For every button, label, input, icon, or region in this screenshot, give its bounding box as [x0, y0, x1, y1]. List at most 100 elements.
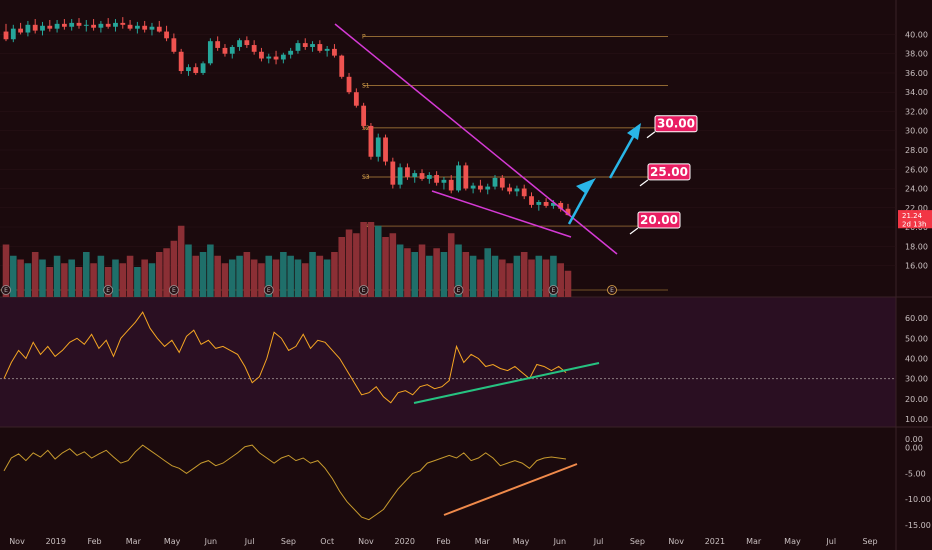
volume-bar: [316, 255, 324, 297]
oscillator-1-tick-label: 0.00: [905, 435, 923, 444]
price-tick-label: 24.00: [905, 185, 928, 194]
candle-body: [332, 48, 337, 56]
candle-body: [280, 54, 286, 60]
oscillator-2-trendline[interactable]: [443, 463, 578, 516]
volume-bar: [520, 252, 528, 297]
price-badge-label: 2d 13h: [902, 220, 926, 228]
oscillator-1-trendline[interactable]: [413, 362, 600, 404]
candle-body: [178, 51, 184, 72]
volume-bar: [528, 259, 535, 297]
oscillator-2-axis[interactable]: 0.00 -5.00 -10.00 -15.00: [905, 444, 931, 530]
volume-bar: [24, 263, 32, 297]
volume-bar: [46, 267, 54, 297]
oscillator-2-tick-label: -10.00: [905, 495, 931, 504]
volume-bar: [272, 259, 280, 297]
volume-bar: [564, 270, 572, 297]
candle-body: [171, 38, 177, 52]
oscillator-2-tick-label: 0.00: [905, 444, 923, 453]
candle-body: [3, 31, 9, 40]
candle-body: [156, 26, 162, 32]
candle-body: [361, 105, 367, 126]
volume-bar: [228, 259, 236, 297]
candle-body: [383, 137, 388, 162]
price-axis[interactable]: 40.00 38.00 36.00 34.00 32.00 30.00 28.00 26.00…: [0, 30, 928, 271]
volume-bar: [134, 267, 141, 297]
earnings-marker-icon[interactable]: [453, 285, 464, 295]
earnings-marker-label: E: [457, 287, 461, 294]
time-axis-label: May: [513, 537, 530, 546]
volume-bar: [221, 263, 229, 297]
oscillator-2-tick-label: -5.00: [905, 469, 926, 478]
earnings-marker-icon[interactable]: [358, 285, 369, 295]
volume-bar: [389, 233, 397, 297]
earnings-marker-icon[interactable]: [263, 285, 274, 295]
candle-body: [353, 92, 359, 106]
candle-body: [193, 67, 199, 73]
volume-bar: [491, 255, 499, 297]
oscillator-1-tick-label: 30.00: [905, 375, 928, 384]
target-box[interactable]: [654, 115, 698, 133]
volume-bar: [2, 244, 10, 297]
target-box[interactable]: [637, 211, 681, 229]
pivot-label: S1: [362, 82, 370, 89]
candle-body: [215, 41, 221, 48]
time-axis-label: 2019: [46, 537, 66, 546]
volume-bar: [17, 259, 24, 297]
volume-bar: [31, 252, 39, 297]
candle-body: [69, 22, 75, 27]
candle-body: [266, 56, 272, 59]
wedge-upper-trendline[interactable]: [334, 23, 618, 255]
candle-body: [397, 167, 403, 185]
earnings-marker-icon[interactable]: [168, 285, 179, 295]
candle-body: [485, 186, 491, 190]
volume-bar: [265, 255, 273, 297]
time-axis-label: Sep: [862, 537, 877, 546]
time-axis-label: Jul: [244, 537, 255, 546]
candle-body: [470, 185, 476, 189]
candle-body: [113, 22, 118, 27]
time-axis-label: 2020: [395, 537, 415, 546]
target-box[interactable]: [647, 163, 691, 181]
oscillator-1-axis[interactable]: 60.00 50.00 40.00 30.00 20.00 10.00 0.00: [905, 314, 928, 444]
volume-bar: [360, 222, 367, 297]
candle-body: [25, 24, 31, 33]
target-pointer: [629, 227, 639, 235]
earnings-marker-label: E: [267, 287, 271, 294]
candle-body: [164, 31, 169, 39]
candle-body: [434, 175, 440, 183]
drawing-tools[interactable]: [334, 23, 641, 255]
oscillator-1-tick-label: 40.00: [905, 354, 928, 363]
pivot-label: P: [362, 33, 366, 40]
earnings-marker-label: E: [362, 287, 366, 294]
target-label: 30.00: [657, 117, 695, 131]
price-tick-label: 18.00: [905, 242, 928, 251]
upcoming-earnings-icon[interactable]: [607, 285, 617, 295]
time-axis-label: Nov: [358, 537, 374, 546]
candle-body: [302, 43, 308, 47]
candle-body: [295, 43, 301, 51]
projection-arrow-1-head: [576, 178, 596, 194]
volume-bar: [455, 244, 462, 297]
oscillator-1-line: [3, 311, 567, 404]
volume-bar: [477, 259, 484, 297]
candle-body: [259, 51, 264, 59]
earnings-marker-icon[interactable]: [1, 285, 11, 295]
volume-bar: [141, 259, 148, 297]
volume-bar: [506, 263, 513, 297]
candle-body: [375, 137, 381, 157]
candle-body: [149, 26, 155, 30]
oscillator-1-tick-label: 50.00: [905, 334, 928, 343]
candle-body: [536, 202, 542, 205]
volume-bar: [250, 259, 258, 297]
price-tick-label: 34.00: [905, 88, 928, 97]
earnings-marker-icon[interactable]: [103, 285, 114, 295]
target-labels[interactable]: 30.00 25.00 20.00: [629, 115, 698, 235]
wedge-lower-trendline[interactable]: [431, 190, 572, 238]
earnings-marker-icon[interactable]: [548, 285, 559, 295]
candle-body: [339, 55, 345, 77]
time-axis[interactable]: Nov 2019 Feb Mar May Jun Jul Sep Oct Nov 2020 Feb Ma…: [9, 537, 877, 546]
volume-bar: [499, 259, 506, 297]
